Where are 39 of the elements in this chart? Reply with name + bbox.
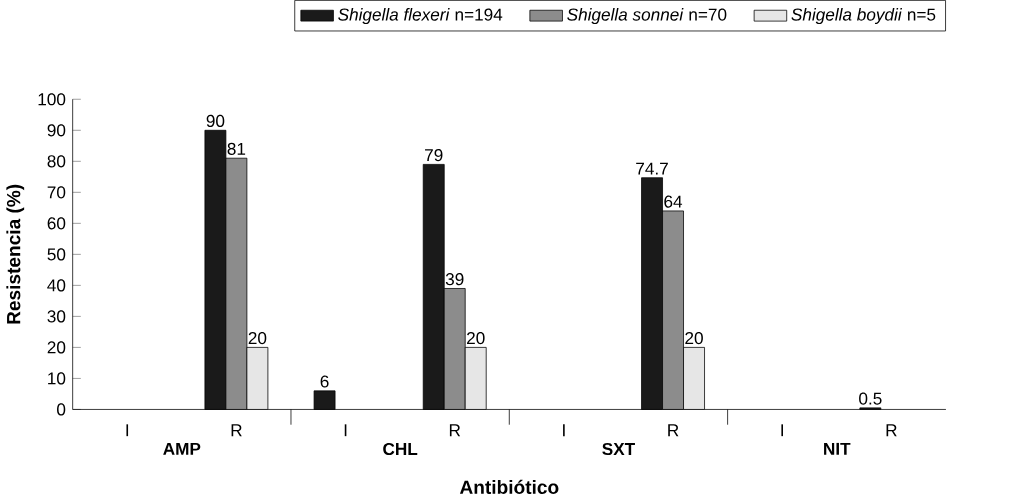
y-tick-label: 30 bbox=[47, 310, 66, 323]
x-tick-label: I bbox=[781, 424, 784, 436]
legend-label: Shigella flexeri n=194 bbox=[338, 7, 503, 24]
y-tick-label: 70 bbox=[47, 186, 66, 199]
legend-label: Shigella boydii n=5 bbox=[791, 7, 936, 24]
x-tick-label: I bbox=[126, 424, 129, 436]
y-axis-title: Resistencia (%) bbox=[6, 184, 25, 324]
data-label: 0.5 bbox=[859, 392, 882, 405]
x-tick-label: R bbox=[668, 424, 679, 436]
data-label: 79 bbox=[425, 148, 443, 161]
y-tick-label: 40 bbox=[47, 279, 66, 292]
text: CHL bbox=[383, 442, 418, 455]
legend-label: Shigella sonnei n=70 bbox=[567, 7, 727, 24]
data-label: 90 bbox=[206, 114, 225, 127]
text: NIT bbox=[824, 442, 851, 455]
x-tick-label: I bbox=[344, 424, 347, 436]
data-label: 81 bbox=[227, 142, 246, 155]
x-tick-label: R bbox=[886, 424, 897, 436]
x-axis-title: Antibiótico bbox=[459, 479, 559, 494]
y-tick-label: 20 bbox=[47, 341, 66, 354]
y-tick-label: 60 bbox=[47, 217, 66, 230]
data-label: 6 bbox=[320, 375, 329, 388]
y-tick-label: 90 bbox=[47, 124, 66, 137]
data-label: 39 bbox=[445, 272, 464, 286]
y-tick-label: 10 bbox=[48, 372, 66, 385]
y-tick-label: 80 bbox=[47, 155, 66, 168]
y-tick-label: 100 bbox=[38, 93, 66, 106]
data-label: 20 bbox=[685, 331, 703, 344]
text: SXT bbox=[602, 442, 635, 455]
x-tick-label: R bbox=[231, 424, 242, 436]
y-tick-label: 0 bbox=[57, 403, 66, 416]
data-label: 20 bbox=[467, 331, 485, 344]
x-tick-label: R bbox=[449, 424, 461, 436]
data-label: 20 bbox=[248, 331, 267, 344]
y-tick-label: 50 bbox=[47, 248, 66, 261]
data-label: 74.7 bbox=[636, 162, 668, 175]
data-label: 64 bbox=[664, 195, 683, 208]
x-tick-label: I bbox=[563, 424, 565, 436]
text: AMP bbox=[163, 442, 201, 455]
